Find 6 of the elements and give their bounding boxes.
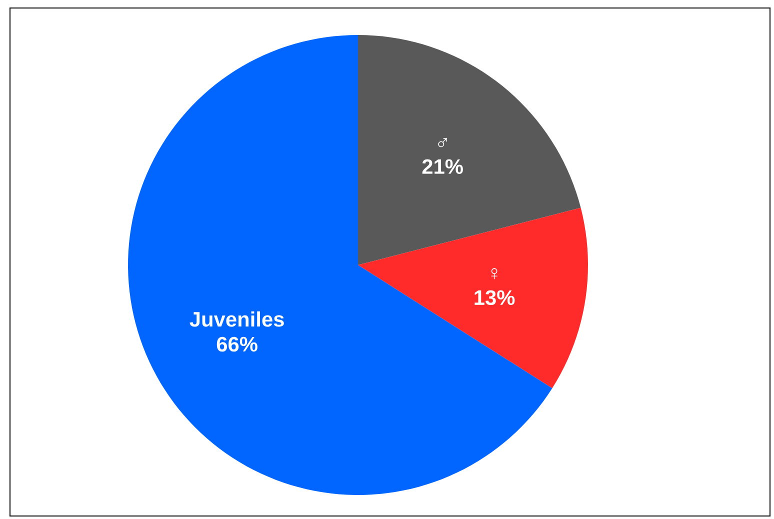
slice-label: ♂ <box>438 138 447 148</box>
slice-label: Juveniles <box>190 311 284 327</box>
slice-label: ♀ <box>491 268 498 280</box>
data-label: 13% <box>474 290 515 306</box>
data-label: 66% <box>216 336 258 352</box>
data-label: 21% <box>422 159 463 174</box>
